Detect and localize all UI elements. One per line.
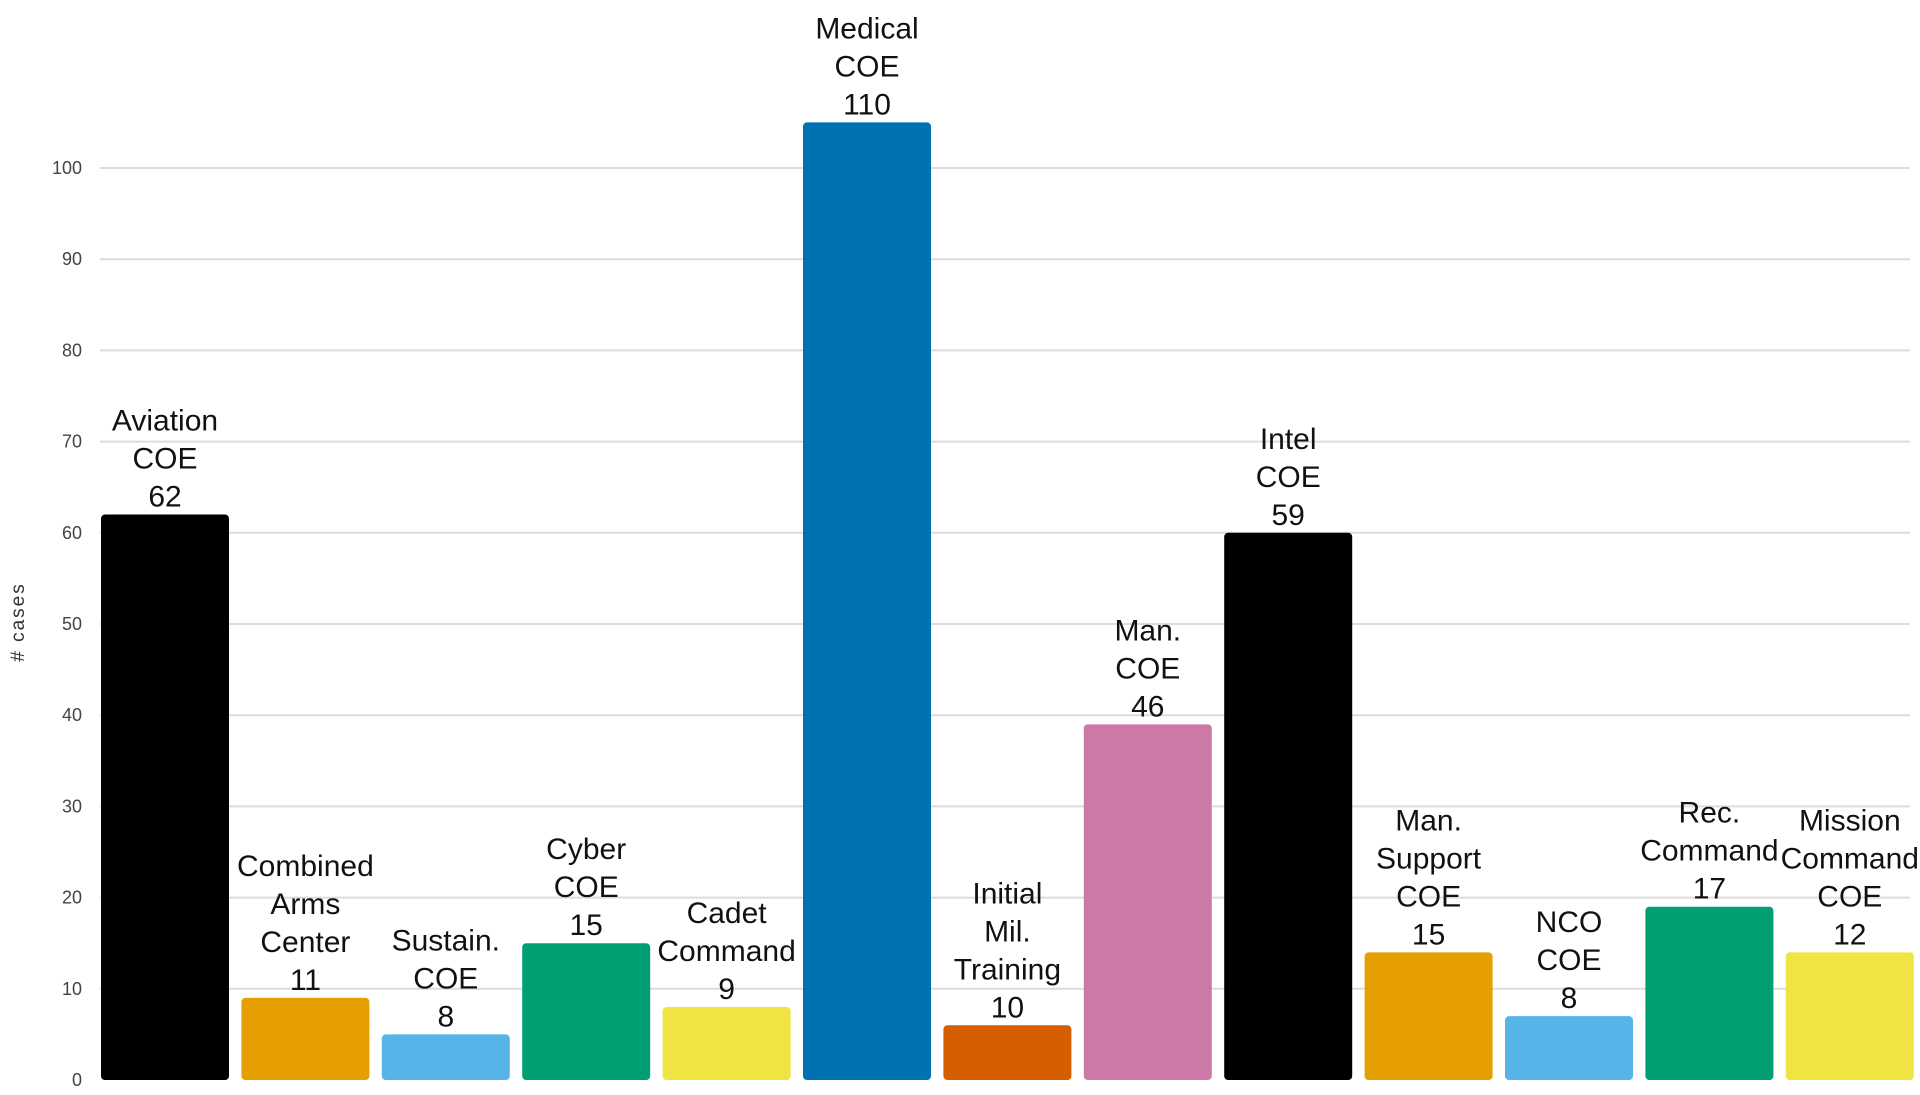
- bar-label-line: Command: [1640, 835, 1778, 868]
- bar: [101, 514, 229, 1080]
- y-tick-label: 100: [52, 158, 82, 178]
- bar-label-line: 10: [991, 991, 1024, 1024]
- bar-label-line: Aviation: [112, 405, 218, 438]
- bar: [943, 1025, 1072, 1080]
- y-tick-label: 90: [62, 249, 82, 269]
- bar-data-label: NCO COE 8: [1536, 906, 1603, 1015]
- bar-label-line: Initial: [972, 877, 1042, 910]
- bar-label-line: 62: [148, 481, 181, 514]
- bar-data-label: Rec. Command 17: [1640, 797, 1778, 906]
- y-tick-label: 30: [62, 796, 82, 816]
- bar-label-line: COE: [1115, 652, 1180, 685]
- bar-label-line: 11: [290, 964, 321, 997]
- bar: [522, 943, 651, 1080]
- bar-label-line: 15: [1412, 918, 1445, 951]
- bar-label-line: Center: [260, 926, 350, 959]
- bar-label-line: COE: [1817, 880, 1882, 913]
- y-tick-label: 0: [72, 1070, 82, 1090]
- bar-label-line: 8: [1561, 982, 1578, 1015]
- bar: [662, 1007, 791, 1080]
- bar-label-line: 46: [1131, 690, 1164, 723]
- bar-label-line: COE: [413, 962, 478, 995]
- y-tick-label: 70: [62, 432, 82, 452]
- bar-label-line: COE: [554, 871, 619, 904]
- bar: [1645, 906, 1774, 1080]
- bar-label-line: 12: [1833, 918, 1866, 951]
- bar: [1505, 1016, 1633, 1080]
- bar: [1364, 952, 1493, 1080]
- bar-data-label: Cyber COE 15: [546, 833, 626, 942]
- bar-label-line: Medical: [815, 12, 918, 45]
- bar-label-line: Arms: [270, 888, 340, 921]
- bar-label-line: 15: [570, 909, 603, 942]
- bar-labels: Aviation COE 62 Combined Arms Center 11 Sustain…: [112, 12, 1919, 1033]
- y-tick-label: 40: [62, 705, 82, 725]
- bar-label-line: Cyber: [546, 833, 626, 866]
- bar-data-label: Cadet Command 9: [657, 897, 795, 1006]
- y-axis-ticks: 0 10 20 30 40 50 60 70 80 90 100: [52, 158, 82, 1090]
- y-tick-label: 50: [62, 614, 82, 634]
- gridlines: [100, 167, 1910, 990]
- y-tick-label: 20: [62, 888, 82, 908]
- bars: [101, 122, 1914, 1080]
- bar-label-line: Rec.: [1679, 797, 1741, 830]
- bar-label-line: 8: [437, 1000, 454, 1033]
- bar-label-line: Man.: [1114, 614, 1181, 647]
- bar-data-label: Intel COE 59: [1256, 423, 1321, 532]
- bar-label-line: COE: [834, 50, 899, 83]
- bar-label-line: COE: [1536, 944, 1601, 977]
- bar-label-line: Man.: [1395, 804, 1462, 837]
- bar-label-line: Combined: [237, 850, 374, 883]
- bar: [241, 997, 370, 1080]
- y-axis-label: # cases: [8, 582, 29, 661]
- bar: [381, 1034, 510, 1080]
- bar-data-label: Mission Command COE 12: [1781, 804, 1919, 951]
- bar-data-label: Man. Support COE 15: [1376, 804, 1482, 951]
- bar-label-line: Training: [954, 953, 1061, 986]
- bar-label-line: 9: [718, 973, 735, 1006]
- bar: [1083, 724, 1212, 1080]
- bar-label-line: Support: [1376, 842, 1482, 875]
- bar-data-label: Combined Arms Center 11: [237, 850, 374, 997]
- bar-label-line: Cadet: [687, 897, 768, 930]
- bar-data-label: Aviation COE 62: [112, 405, 218, 514]
- bar-label-line: Command: [1781, 842, 1919, 875]
- bar: [803, 122, 931, 1080]
- bar: [1224, 532, 1353, 1080]
- bar-data-label: Medical COE 110: [815, 12, 918, 121]
- bar-label-line: 110: [843, 88, 891, 121]
- bar-label-line: COE: [1396, 880, 1461, 913]
- bar-label-line: Command: [657, 935, 795, 968]
- bar-data-label: Man. COE 46: [1114, 614, 1181, 723]
- bar-label-line: 59: [1272, 499, 1305, 532]
- bar-label-line: COE: [1256, 461, 1321, 494]
- bar-label-line: Intel: [1260, 423, 1317, 456]
- bar-label-line: COE: [132, 443, 197, 476]
- bar-data-label: Sustain. COE 8: [392, 924, 500, 1033]
- bar-data-label: Initial Mil. Training 10: [954, 877, 1061, 1024]
- bar: [1785, 952, 1914, 1080]
- y-tick-label: 80: [62, 340, 82, 360]
- y-tick-label: 60: [62, 523, 82, 543]
- bar-label-line: NCO: [1536, 906, 1603, 939]
- bar-label-line: Sustain.: [392, 924, 500, 957]
- y-tick-label: 10: [62, 979, 82, 999]
- bar-label-line: Mission: [1799, 804, 1901, 837]
- bar-label-line: Mil.: [984, 915, 1031, 948]
- bar-label-line: 17: [1693, 873, 1726, 906]
